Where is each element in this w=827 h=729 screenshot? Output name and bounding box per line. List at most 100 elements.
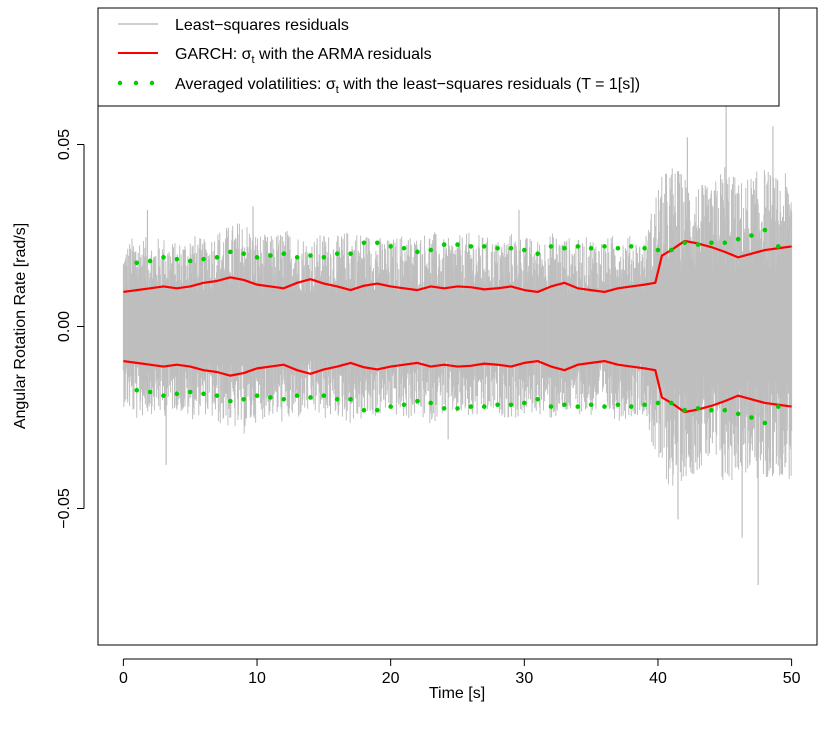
legend-label-main: GARCH: σ xyxy=(175,46,252,63)
averaged-dot-upper xyxy=(268,253,273,258)
residual-series xyxy=(122,100,793,585)
averaged-dot-upper xyxy=(562,245,567,251)
averaged-dot-lower xyxy=(147,389,153,395)
averaged-dot-lower xyxy=(375,407,380,413)
x-axis: 0 10 20 30 40 50 xyxy=(119,658,801,687)
averaged-dot-lower xyxy=(642,402,647,408)
averaged-dot-upper xyxy=(481,244,487,249)
averaged-dot-lower xyxy=(495,402,500,408)
averaged-dot-upper xyxy=(695,242,701,247)
legend-label-averaged: Averaged volatilities: σt with the least… xyxy=(175,76,640,96)
averaged-dot-lower xyxy=(508,402,514,408)
averaged-dot-lower xyxy=(522,400,527,406)
averaged-dot-upper xyxy=(415,249,420,255)
averaged-dot-lower xyxy=(655,400,661,406)
averaged-dot-lower xyxy=(415,398,420,404)
averaged-dot-lower xyxy=(468,404,474,409)
averaged-dot-lower xyxy=(588,402,594,408)
averaged-dot-lower xyxy=(214,393,220,398)
averaged-dot-upper xyxy=(749,233,754,238)
legend-label-subscript: t xyxy=(252,54,255,66)
x-tick-label: 40 xyxy=(649,670,667,687)
averaged-dot-lower xyxy=(615,402,621,408)
x-tick-label: 10 xyxy=(248,670,266,687)
averaged-dot-upper xyxy=(308,253,313,258)
averaged-dot-lower xyxy=(669,400,674,406)
averaged-dot-upper xyxy=(655,247,661,253)
averaged-dot-lower xyxy=(334,397,340,402)
averaged-dot-lower xyxy=(348,397,353,402)
averaged-dot-upper xyxy=(334,251,340,256)
averaged-dot-upper xyxy=(228,249,233,255)
averaged-dot-upper xyxy=(281,251,287,256)
averaged-dot-lower xyxy=(361,407,367,413)
averaged-dot-upper xyxy=(628,244,634,249)
averaged-dot-lower xyxy=(254,393,260,398)
averaged-dot-lower xyxy=(481,404,487,409)
averaged-dot-upper xyxy=(535,251,540,256)
averaged-dot-upper xyxy=(241,251,246,256)
averaged-dot-lower xyxy=(602,404,607,409)
averaged-dot-upper xyxy=(775,244,781,249)
averaged-dot-upper xyxy=(615,245,621,251)
averaged-dot-upper xyxy=(254,255,260,260)
legend-label-garch: GARCH: σt with the ARMA residuals xyxy=(175,46,432,66)
averaged-dot-upper xyxy=(455,242,460,247)
averaged-dot-upper xyxy=(602,244,607,249)
averaged-dot-lower xyxy=(535,397,540,402)
averaged-dot-lower xyxy=(682,407,687,413)
garch-line-upper xyxy=(123,239,792,294)
averaged-dot-lower xyxy=(187,389,193,395)
averaged-dot-upper xyxy=(722,240,728,246)
x-axis-label: Time [s] xyxy=(429,685,485,702)
averaged-dot-lower xyxy=(161,393,166,398)
legend-key-dot xyxy=(133,80,139,86)
averaged-dot-upper xyxy=(321,255,327,260)
averaged-dot-lower xyxy=(695,406,701,411)
averaged-dot-lower xyxy=(775,404,781,409)
averaged-dot-upper xyxy=(375,240,380,246)
averaged-dot-lower xyxy=(281,397,287,402)
x-tick-label: 0 xyxy=(119,670,128,687)
averaged-dot-upper xyxy=(762,227,768,233)
averaged-dot-upper xyxy=(468,244,474,249)
legend-label-tail: with the ARMA residuals xyxy=(255,46,432,63)
averaged-volatility-series xyxy=(134,227,781,426)
averaged-dot-upper xyxy=(361,240,367,246)
averaged-dot-upper xyxy=(134,260,140,266)
averaged-dot-upper xyxy=(682,240,687,246)
averaged-dot-upper xyxy=(588,245,594,251)
legend-label-subscript: t xyxy=(336,84,339,96)
y-tick-label: −0.05 xyxy=(56,488,73,529)
averaged-dot-lower xyxy=(174,391,180,397)
averaged-dot-upper xyxy=(201,256,206,262)
averaged-dot-lower xyxy=(134,387,140,393)
y-tick-label: 0.05 xyxy=(56,129,73,160)
averaged-dot-upper xyxy=(214,255,220,260)
y-tick-label: 0.00 xyxy=(56,311,73,342)
averaged-dot-lower xyxy=(628,404,634,409)
averaged-dot-lower xyxy=(241,397,246,402)
y-axis: −0.05 0.00 0.05 xyxy=(56,129,85,529)
x-tick-label: 30 xyxy=(515,670,533,687)
averaged-dot-lower xyxy=(575,404,581,409)
averaged-dot-lower xyxy=(321,393,327,398)
legend-label-tail: with the least−squares residuals (T = 1[… xyxy=(339,76,640,93)
legend-label-residuals: Least−squares residuals xyxy=(175,17,349,34)
averaged-dot-lower xyxy=(762,420,768,426)
averaged-dot-upper xyxy=(508,245,514,251)
averaged-dot-lower xyxy=(268,395,273,400)
averaged-dot-lower xyxy=(388,404,393,409)
averaged-dot-lower xyxy=(228,398,233,404)
averaged-dot-lower xyxy=(722,407,728,413)
legend-box xyxy=(97,7,780,107)
y-axis-label: Angular Rotation Rate [rad/s] xyxy=(12,223,29,429)
x-tick-label: 20 xyxy=(382,670,400,687)
averaged-dot-upper xyxy=(187,258,193,264)
averaged-dot-upper xyxy=(294,255,300,260)
averaged-dot-lower xyxy=(548,404,554,409)
averaged-dot-upper xyxy=(735,236,741,242)
averaged-dot-lower xyxy=(735,411,741,417)
legend-key-dot xyxy=(149,80,155,86)
averaged-dot-upper xyxy=(669,247,674,253)
